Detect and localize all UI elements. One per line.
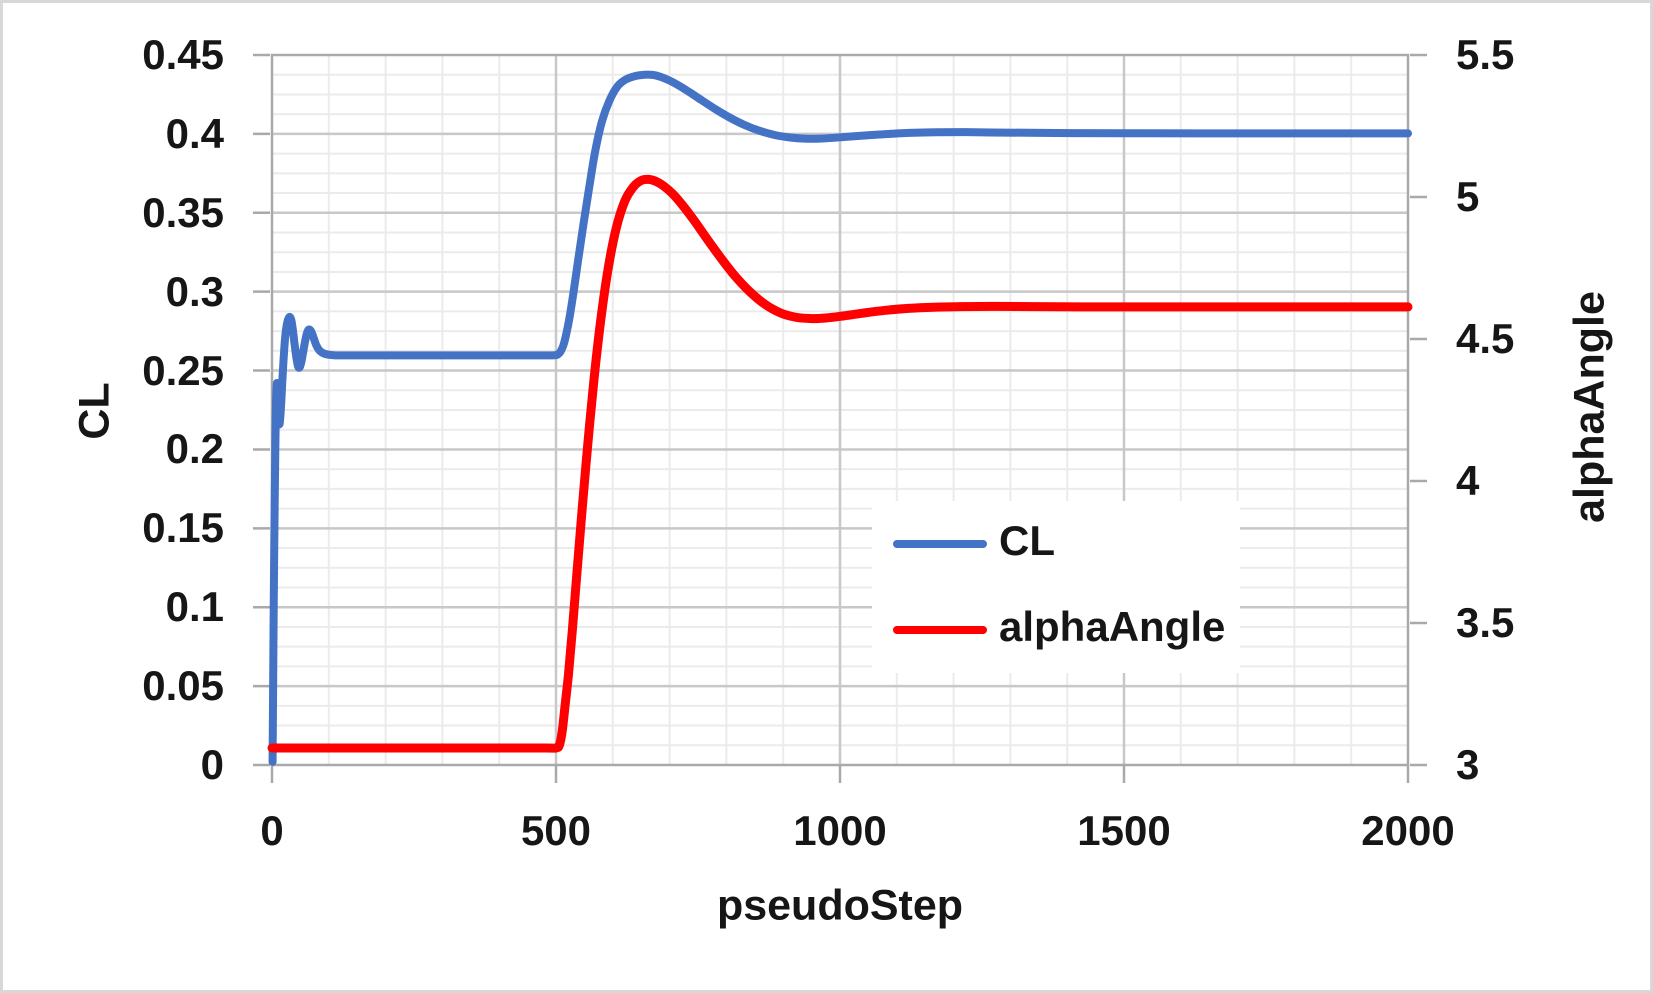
y-axis-left-tick-label: 0.15 — [142, 504, 224, 552]
y-axis-left-tick-label: 0.25 — [142, 346, 224, 394]
y-axis-right-tick-label: 3.5 — [1456, 599, 1515, 646]
legend-label-cl: CL — [999, 517, 1055, 564]
x-axis-tick-label: 2000 — [1361, 807, 1455, 854]
y-axis-left-tick-label: 0 — [200, 741, 224, 788]
y-axis-left-tick-label: 0.05 — [142, 662, 224, 710]
y-axis-title-left: CL — [70, 382, 119, 440]
legend-item-cl: CL — [893, 520, 1240, 568]
y-axis-right-tick-label: 5 — [1456, 173, 1480, 220]
legend-swatch-alphaangle-line — [893, 626, 987, 634]
series-line-cl — [268, 70, 1412, 766]
y-axis-right-tick-label: 4 — [1456, 457, 1480, 504]
x-axis-tick-label: 1000 — [793, 807, 887, 854]
legend-swatch-cl-line — [893, 540, 987, 548]
y-axis-left-tick-label: 0.1 — [165, 583, 224, 631]
y-axis-right-tick-label: 3 — [1456, 741, 1480, 788]
y-axis-left-tick-label: 0.45 — [142, 31, 224, 78]
x-axis-tick-label: 500 — [520, 807, 592, 854]
x-axis-tick-label: 0 — [260, 807, 284, 854]
y-axis-left-tick-label: 0.2 — [165, 425, 224, 473]
legend-item-alphaangle: alphaAngle — [893, 606, 1240, 654]
y-axis-right-tick-label: 5.5 — [1456, 31, 1515, 78]
x-axis-title: pseudoStep — [716, 881, 964, 930]
x-axis-tick-label: 1500 — [1077, 807, 1171, 854]
y-axis-right-tick-label: 4.5 — [1456, 315, 1515, 362]
legend-label-alphaangle: alphaAngle — [999, 603, 1226, 650]
series-line-alphaangle — [267, 174, 1413, 753]
y-axis-left-tick-label: 0.35 — [142, 188, 224, 236]
y-axis-left-tick-label: 0.3 — [165, 267, 224, 315]
y-axis-title-right: alphaAngle — [1565, 291, 1614, 523]
y-axis-left-tick-label: 0.4 — [165, 109, 224, 157]
legend: CL alphaAngle — [872, 501, 1240, 673]
